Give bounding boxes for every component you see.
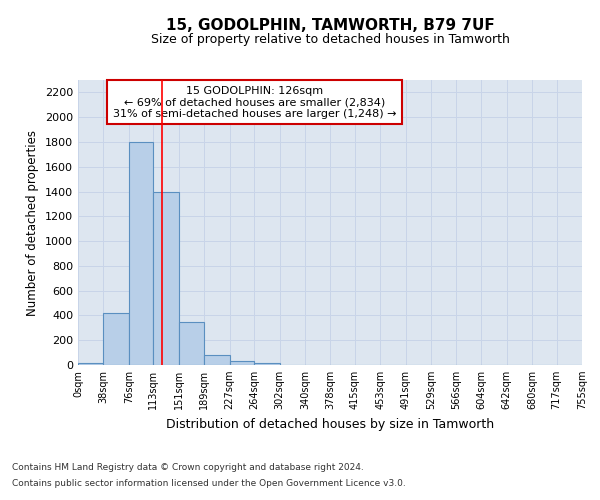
Bar (254, 363, 280, 365)
Bar (103, 313, 129, 365)
Y-axis label: Number of detached properties: Number of detached properties (26, 130, 40, 316)
Bar (179, 322, 204, 365)
Text: Size of property relative to detached houses in Tamworth: Size of property relative to detached ho… (151, 32, 509, 46)
Text: Contains public sector information licensed under the Open Government Licence v3: Contains public sector information licen… (12, 478, 406, 488)
Text: Contains HM Land Registry data © Crown copyright and database right 2024.: Contains HM Land Registry data © Crown c… (12, 464, 364, 472)
Text: 15, GODOLPHIN, TAMWORTH, B79 7UF: 15, GODOLPHIN, TAMWORTH, B79 7UF (166, 18, 494, 32)
Bar (230, 362, 254, 365)
Bar (129, 142, 154, 365)
Bar (154, 192, 179, 365)
X-axis label: Distribution of detached houses by size in Tamworth: Distribution of detached houses by size … (166, 418, 494, 430)
Text: 15 GODOLPHIN: 126sqm
← 69% of detached houses are smaller (2,834)
31% of semi-de: 15 GODOLPHIN: 126sqm ← 69% of detached h… (113, 86, 396, 119)
Bar (78, 363, 103, 365)
Bar (204, 355, 230, 365)
